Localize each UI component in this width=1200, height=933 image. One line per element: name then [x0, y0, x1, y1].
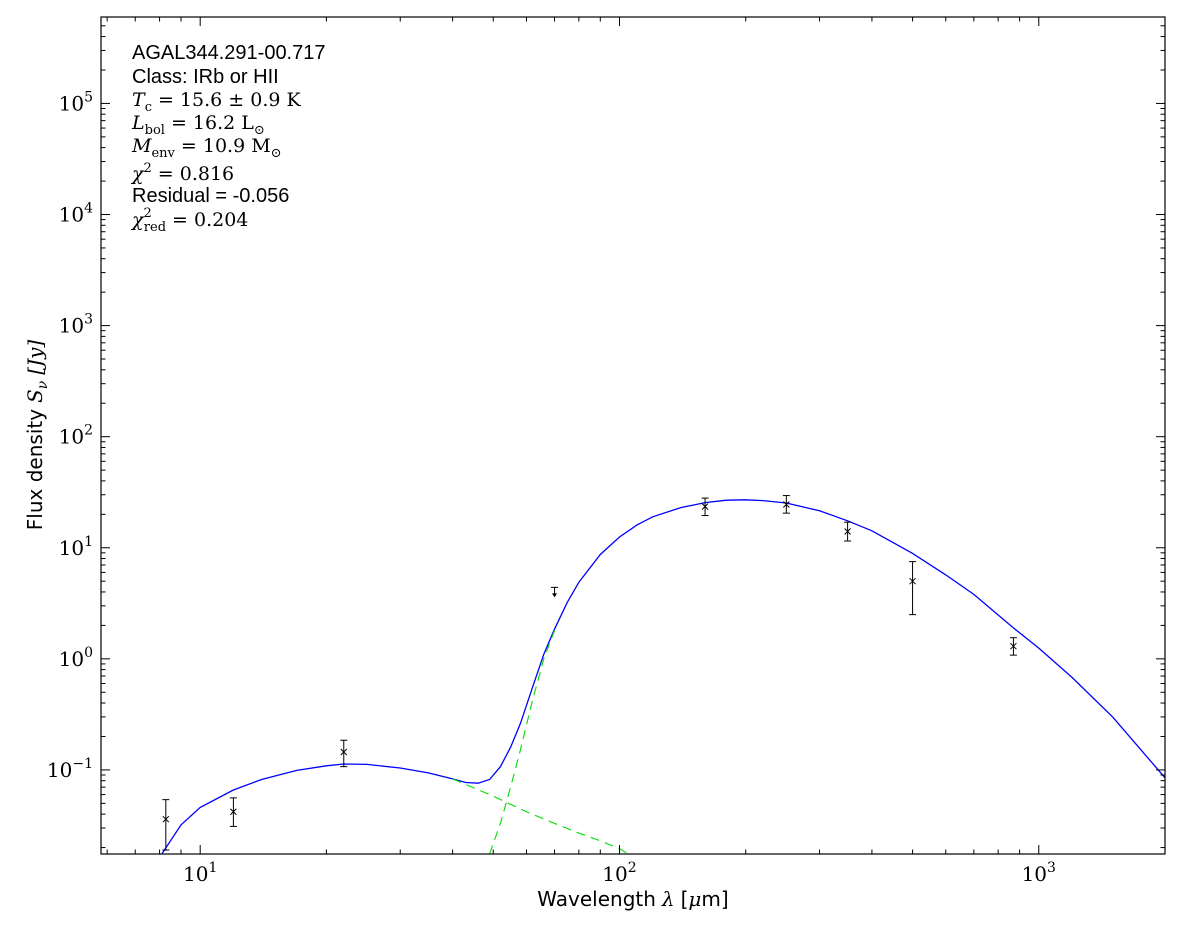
x-tick-label: 102 — [602, 860, 636, 886]
menv-line: Menv = 10.9 M⊙ — [131, 135, 282, 161]
data-point-7 — [1009, 637, 1017, 656]
x-marker — [230, 808, 237, 816]
chi2red-superscript: 2 — [144, 206, 152, 221]
y-tick-label: 10−1 — [47, 756, 93, 782]
menv-symbol: M — [131, 135, 152, 157]
data-markers — [162, 495, 1017, 851]
tick-base: 10 — [183, 862, 208, 886]
y-tick-label: 100 — [59, 645, 93, 671]
y-axis-label-text: Flux density — [23, 409, 47, 530]
x-marker — [340, 748, 348, 756]
y-tick-label: 104 — [59, 201, 93, 227]
x-axis-label-unit-rest: m] — [701, 887, 728, 911]
tick-base: 10 — [59, 536, 84, 560]
lbol-symbol: L — [131, 112, 145, 134]
y-axis-label-subscript: ν — [35, 380, 51, 389]
y-tick-label: 101 — [59, 534, 93, 560]
total-fit-curve — [161, 499, 1165, 854]
tc-symbol: T — [132, 89, 146, 111]
limit-arrow — [552, 593, 558, 598]
x-axis-label-symbol: λ — [661, 887, 675, 911]
menv-sun-symbol: ⊙ — [271, 146, 282, 161]
tick-base: 10 — [59, 647, 84, 671]
tick-base: 10 — [47, 758, 72, 782]
y-axis-label-symbol: S — [23, 389, 47, 403]
x-axis-label-text: Wavelength — [537, 887, 656, 911]
lbol-sun-symbol: ⊙ — [254, 123, 265, 138]
data-point-3 — [701, 497, 709, 517]
model-curves — [161, 499, 1165, 854]
menv-subscript: env — [151, 146, 175, 161]
x-axis-label-unit-mu: μ — [688, 887, 701, 911]
tick-exponent: 2 — [628, 860, 637, 876]
data-point-0 — [162, 799, 170, 851]
y-axis-label: Flux density Sν [Jy] — [23, 340, 51, 531]
tick-exponent: −1 — [72, 756, 93, 772]
tick-base: 10 — [59, 91, 84, 115]
tick-base: 10 — [59, 314, 84, 338]
tc-line: Tc = 15.6 ± 0.9 K — [132, 89, 301, 115]
chi2red-line: χ2 red = 0.204 — [130, 206, 248, 235]
chi2red-symbol: χ — [130, 209, 145, 231]
tick-base: 10 — [1022, 862, 1047, 886]
component-curve-2 — [489, 630, 556, 854]
menv-value: = 10.9 M — [181, 135, 271, 157]
x-axis-label: Wavelength λ [μm] — [537, 887, 728, 911]
data-point-1 — [229, 797, 237, 827]
tick-base: 10 — [602, 862, 627, 886]
lbol-line: Lbol = 16.2 L⊙ — [131, 112, 265, 138]
x-marker — [782, 501, 790, 508]
tick-exponent: 0 — [84, 645, 93, 661]
chi2-symbol: χ — [130, 163, 145, 185]
y-tick-label: 103 — [59, 312, 93, 338]
lbol-subscript: bol — [145, 123, 165, 138]
tick-exponent: 4 — [84, 201, 93, 217]
x-marker — [162, 815, 170, 823]
upper-limit-0 — [551, 586, 559, 598]
x-marker — [844, 528, 851, 535]
class-line: Class: IRb or HII — [132, 66, 279, 88]
tick-exponent: 5 — [84, 89, 93, 105]
residual-line: Residual = -0.056 — [132, 185, 289, 207]
component-curve-1 — [452, 778, 629, 854]
data-point-2 — [340, 739, 348, 768]
x-marker — [701, 503, 709, 510]
x-axis-label-unit-open: [ — [681, 887, 689, 911]
x-tick-label: 101 — [183, 860, 217, 886]
x-marker — [1010, 642, 1017, 650]
chi2-value: = 0.816 — [158, 163, 234, 185]
chi2red-subscript: red — [144, 220, 166, 235]
y-axis-label-unit: [Jy] — [23, 340, 47, 375]
tc-subscript: c — [145, 100, 152, 115]
tick-exponent: 1 — [208, 860, 217, 876]
tick-base: 10 — [59, 203, 84, 227]
tc-value: = 15.6 ± 0.9 K — [158, 89, 302, 111]
chi2red-value: = 0.204 — [172, 209, 248, 231]
tick-exponent: 3 — [84, 312, 93, 328]
data-point-4 — [782, 495, 790, 514]
tick-exponent: 2 — [84, 423, 93, 439]
data-point-6 — [909, 561, 917, 616]
source-name: AGAL344.291-00.717 — [132, 42, 326, 64]
x-marker — [909, 577, 916, 585]
tick-exponent: 1 — [84, 534, 93, 550]
chi2-superscript: 2 — [144, 161, 152, 176]
lbol-value: = 16.2 L — [171, 112, 254, 134]
tick-base: 10 — [59, 425, 84, 449]
data-point-5 — [844, 521, 852, 542]
fit-annotations: AGAL344.291-00.717 Class: IRb or HII Tc =… — [130, 42, 326, 235]
plot-frame — [100, 16, 1166, 855]
tick-exponent: 3 — [1047, 860, 1056, 876]
y-tick-label: 102 — [59, 423, 93, 449]
x-tick-label: 103 — [1022, 860, 1056, 886]
y-tick-label: 105 — [59, 89, 93, 115]
chi2-line: χ2 = 0.816 — [130, 161, 234, 185]
